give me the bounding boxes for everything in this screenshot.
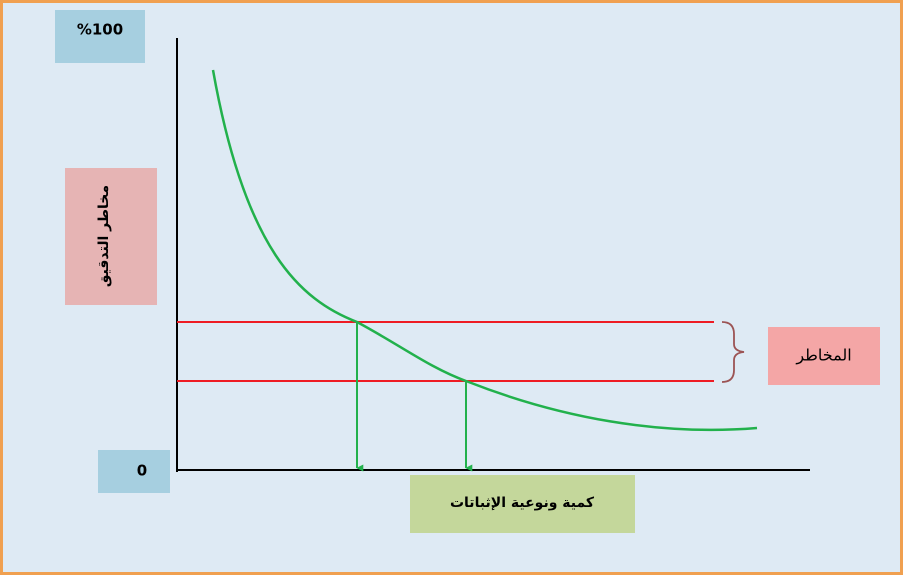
x-axis-box: [410, 475, 635, 533]
y-axis-label: مخاطر التدقيق: [96, 185, 112, 287]
risk-label: المخاطر: [795, 346, 851, 366]
y-axis-box: [65, 168, 157, 305]
brace: [721, 321, 745, 383]
origin-label: 0: [137, 462, 147, 480]
x-axis-label: كمية ونوعية الإثباتات: [450, 495, 595, 511]
top-box: [55, 10, 145, 63]
risk-box: [768, 327, 880, 385]
top-label: %100: [77, 21, 123, 39]
curve: [211, 69, 758, 432]
origin-box: [98, 450, 170, 493]
